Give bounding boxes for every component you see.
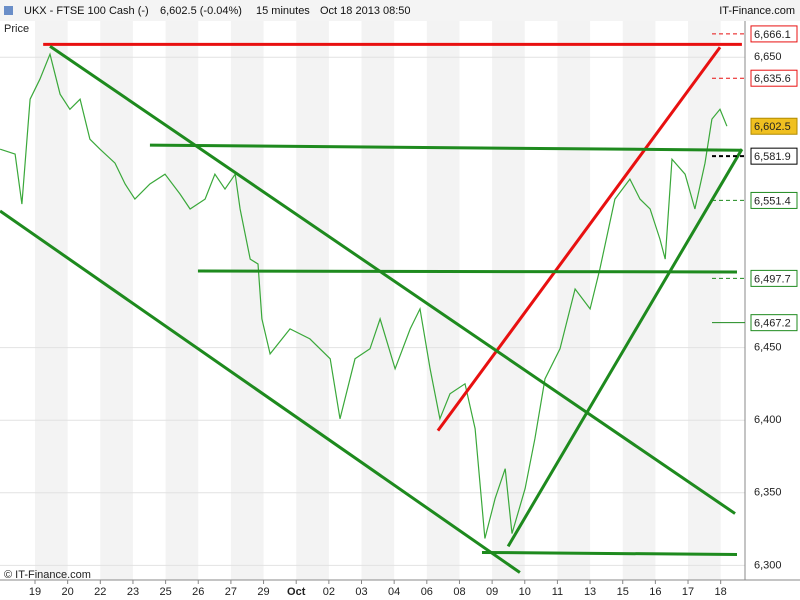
x-tick-label: 03 <box>355 586 367 598</box>
interval: 15 minutes <box>256 5 310 17</box>
level-label-box <box>750 69 798 87</box>
x-tick-label: 02 <box>323 586 335 598</box>
trend-line <box>506 148 744 548</box>
level-label: 6,581.9 <box>754 151 791 163</box>
day-band <box>35 21 68 580</box>
x-tick-label: 26 <box>192 586 204 598</box>
day-band <box>165 21 199 580</box>
level-label-box <box>750 269 798 287</box>
header-bar <box>0 0 800 21</box>
y-tick-label: 6,400 <box>754 414 782 426</box>
x-tick-label: 08 <box>453 586 465 598</box>
level-label: 6,497.7 <box>754 273 791 285</box>
level-label-box <box>750 25 798 43</box>
day-band <box>557 21 591 580</box>
x-tick-label: 11 <box>552 586 563 598</box>
level-label-box <box>750 147 798 165</box>
price-line <box>0 52 728 539</box>
day-band <box>492 21 525 580</box>
level-label-box <box>750 314 798 332</box>
trend-line <box>197 269 738 274</box>
x-tick-label: 27 <box>225 586 237 598</box>
day-band <box>230 21 264 580</box>
day-band <box>426 21 460 580</box>
level-label: 6,467.2 <box>754 318 791 330</box>
y-tick-label: 6,300 <box>754 559 782 571</box>
instrument: UKX - FTSE 100 Cash (-) <box>24 5 149 17</box>
x-tick-label: 17 <box>682 586 694 598</box>
x-tick-label: 04 <box>388 586 400 598</box>
x-tick-label: 15 <box>617 586 629 598</box>
level-label-box <box>750 191 798 209</box>
level-label: 6,635.6 <box>754 73 791 85</box>
x-tick-label: 06 <box>421 586 433 598</box>
y-tick-label: 6,350 <box>754 487 782 499</box>
x-tick-label: 10 <box>519 586 531 598</box>
trend-line <box>49 45 736 515</box>
level-label: 6,602.5 <box>754 121 791 133</box>
x-tick-label: 20 <box>62 586 74 598</box>
day-band <box>622 21 656 580</box>
trend-line <box>149 143 742 152</box>
day-band <box>688 21 721 580</box>
x-tick-label: 22 <box>94 586 106 598</box>
y-axis-label: Price <box>4 23 29 35</box>
level-label-box <box>750 117 798 135</box>
trend-line <box>436 46 722 432</box>
y-tick-label: 6,450 <box>754 342 782 354</box>
timestamp: Oct 18 2013 08:50 <box>320 5 411 17</box>
x-tick-label: 29 <box>257 586 269 598</box>
level-label: 6,551.4 <box>754 195 791 207</box>
trend-line <box>0 209 521 574</box>
x-tick-label: 25 <box>159 586 171 598</box>
quote: 6,602.5 (-0.04%) <box>160 5 242 17</box>
trend-line <box>481 550 738 556</box>
brand: IT-Finance.com <box>719 5 795 17</box>
day-band <box>361 21 395 580</box>
x-tick-label: 23 <box>127 586 139 598</box>
level-label: 6,666.1 <box>754 29 791 41</box>
footer: © IT-Finance.com <box>4 569 91 581</box>
x-tick-label: 18 <box>715 586 727 598</box>
x-tick-label: 13 <box>584 586 596 598</box>
header-icon <box>4 6 13 15</box>
x-tick-label: 19 <box>29 586 41 598</box>
x-tick-label: 16 <box>649 586 661 598</box>
y-tick-label: 6,650 <box>754 51 782 63</box>
x-tick-label: 09 <box>486 586 498 598</box>
x-tick-label: Oct <box>287 586 306 598</box>
day-band <box>296 21 329 580</box>
